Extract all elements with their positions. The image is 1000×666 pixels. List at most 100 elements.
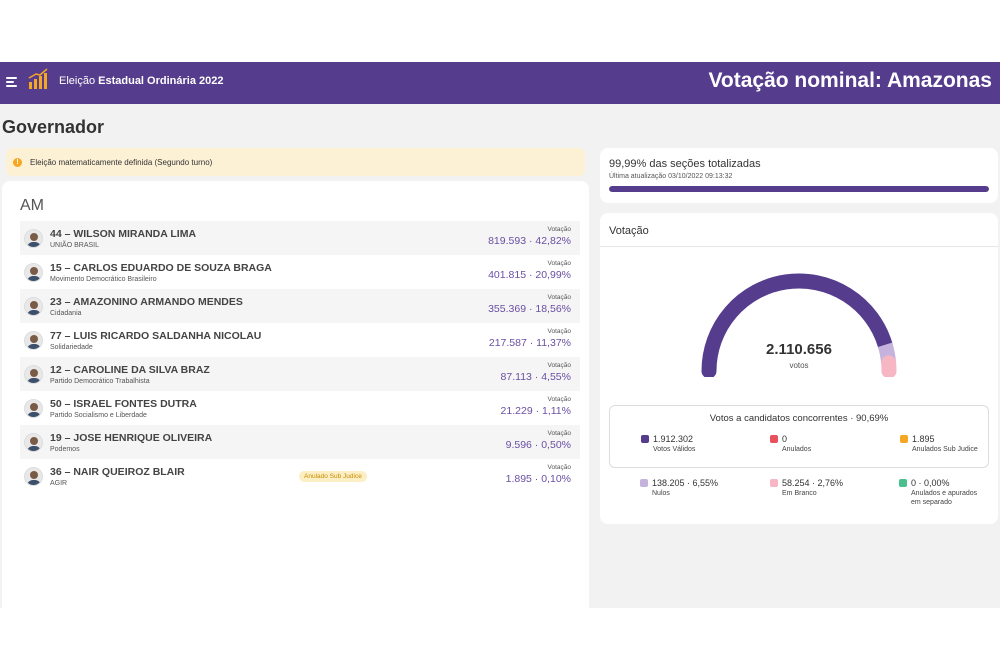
legend-item-validos: 1.912.302 Votos Válidos <box>641 434 695 454</box>
candidate-avatar <box>24 364 43 384</box>
vote-label: Votação <box>547 294 572 301</box>
gauge-arc-validos <box>701 273 893 377</box>
bar-chart-logo-icon <box>28 68 48 89</box>
legend-value: 138.205 · 6,55% <box>652 478 719 488</box>
vote-value: 1.895 · 0,10% <box>505 473 571 485</box>
candidate-avatar <box>24 398 43 418</box>
candidate-party: AGIR <box>50 479 68 487</box>
vote-label: Votação <box>547 362 572 369</box>
status-badge: Anulado Sub Judice <box>299 471 367 482</box>
candidate-avatar <box>24 262 43 282</box>
legend-label: Nulos <box>652 490 670 497</box>
vote-value: 87.113 · 4,55% <box>500 371 571 383</box>
legend-label: Anulados e apurados em separado <box>911 490 978 506</box>
legend-value: 58.254 · 2,76% <box>782 478 844 488</box>
total-votes-label: votos <box>789 361 809 370</box>
candidate-name: 50 – ISRAEL FONTES DUTRA <box>50 397 197 410</box>
legend-item-branco: 58.254 · 2,76% Em Branco <box>770 478 850 498</box>
info-icon: ! <box>13 157 22 167</box>
candidate-name: 77 – LUIS RICARDO SALDANHA NICOLAU <box>50 329 262 342</box>
candidate-row[interactable]: 44 – WILSON MIRANDA LIMA UNIÃO BRASIL Vot… <box>20 221 580 255</box>
vote-label: Votação <box>547 328 572 335</box>
vote-value: 21.229 · 1,11% <box>500 405 571 417</box>
candidate-row[interactable]: 15 – CARLOS EDUARDO DE SOUZA BRAGA Movime… <box>20 255 580 289</box>
alert-text: Eleição matematicamente definida (Segund… <box>30 157 213 167</box>
legend-value: 0 <box>782 434 788 444</box>
vote-value: 819.593 · 42,82% <box>488 235 571 247</box>
legend-value: 0 · 0,00% <box>911 478 950 488</box>
app-title: Eleição Estadual Ordinária 2022 <box>59 75 224 87</box>
divider <box>600 246 998 247</box>
candidate-avatar <box>24 296 43 316</box>
page-title: Votação nominal: Amazonas <box>708 69 992 92</box>
vote-gauge <box>701 273 897 377</box>
candidate-avatar <box>24 330 43 350</box>
candidate-party: Solidariedade <box>50 343 93 351</box>
legend-item-separado: 0 · 0,00% Anulados e apurados em separado <box>899 478 979 507</box>
candidate-row[interactable]: 23 – AMAZONINO ARMANDO MENDES Cidadania V… <box>20 289 580 323</box>
total-votes: 2.110.656 <box>766 341 832 358</box>
candidate-avatar <box>24 228 43 248</box>
legend-swatch <box>770 479 778 487</box>
legend-label: Anulados Sub Judice <box>912 446 978 453</box>
candidate-name: 36 – NAIR QUEIROZ BLAIR <box>50 465 185 478</box>
state-label: AM <box>20 197 44 214</box>
candidate-name: 23 – AMAZONINO ARMANDO MENDES <box>50 295 243 308</box>
candidate-list: 44 – WILSON MIRANDA LIMA UNIÃO BRASIL Vot… <box>20 221 580 493</box>
vote-value: 355.369 · 18,56% <box>488 303 571 315</box>
candidate-name: 19 – JOSE HENRIQUE OLIVEIRA <box>50 431 213 444</box>
candidate-avatar <box>24 466 43 486</box>
legend-item-anulados: 0 Anulados <box>770 434 811 454</box>
candidate-party: Partido Democrático Trabalhista <box>50 377 150 385</box>
legend-value: 1.912.302 <box>653 434 694 444</box>
vote-value: 9.596 · 0,50% <box>505 439 571 451</box>
legend-item-nulos: 138.205 · 6,55% Nulos <box>640 478 720 498</box>
progress-fill <box>609 186 989 192</box>
candidate-row[interactable]: 19 – JOSE HENRIQUE OLIVEIRA Podemos Votaç… <box>20 425 580 459</box>
concorrentes-box: Votos a candidatos concorrentes · 90,69%… <box>609 405 989 468</box>
legend-swatch <box>770 435 778 443</box>
app-frame: Eleição Estadual Ordinária 2022 Votação … <box>0 62 1000 608</box>
candidate-row[interactable]: 12 – CAROLINE DA SILVA BRAZ Partido Democ… <box>20 357 580 391</box>
section-title: Governador <box>2 117 105 137</box>
concorrentes-title: Votos a candidatos concorrentes · 90,69% <box>709 413 889 424</box>
candidate-row[interactable]: 77 – LUIS RICARDO SALDANHA NICOLAU Solida… <box>20 323 580 357</box>
vote-label: Votação <box>547 464 572 471</box>
progress-bar <box>609 186 989 192</box>
legend-value: 1.895 <box>912 434 935 444</box>
legend-swatch <box>900 435 908 443</box>
legend-swatch <box>641 435 649 443</box>
candidate-name: 44 – WILSON MIRANDA LIMA <box>50 227 197 240</box>
candidate-party: Movimento Democrático Brasileiro <box>50 275 157 283</box>
legend-item-sub-judice: 1.895 Anulados Sub Judice <box>900 434 980 454</box>
candidate-row[interactable]: 36 – NAIR QUEIROZ BLAIR AGIR Anulado Sub … <box>20 459 580 493</box>
vote-label: Votação <box>547 226 572 233</box>
votacao-title: Votação <box>609 225 649 237</box>
vote-value: 217.587 · 11,37% <box>488 337 571 349</box>
legend-swatch <box>899 479 907 487</box>
candidate-row[interactable]: 50 – ISRAEL FONTES DUTRA Partido Socialis… <box>20 391 580 425</box>
vote-label: Votação <box>547 430 572 437</box>
candidate-party: UNIÃO BRASIL <box>50 241 100 249</box>
legend-label: Votos Válidos <box>653 446 696 453</box>
votacao-card: Votação 2.110.656 votos Votos a candidat… <box>600 213 998 524</box>
candidate-name: 12 – CAROLINE DA SILVA BRAZ <box>50 363 210 376</box>
menu-icon[interactable] <box>6 77 17 87</box>
vote-label: Votação <box>547 396 572 403</box>
legend-swatch <box>640 479 648 487</box>
progress-subtitle: Última atualização 03/10/2022 09:13:32 <box>609 173 733 180</box>
vote-value: 401.815 · 20,99% <box>488 269 571 281</box>
candidate-name: 15 – CARLOS EDUARDO DE SOUZA BRAGA <box>50 261 272 274</box>
vote-label: Votação <box>547 260 572 267</box>
progress-card: 99,99% das seções totalizadas Última atu… <box>600 148 998 203</box>
candidate-party: Cidadania <box>50 309 82 317</box>
legend-label: Anulados <box>782 446 812 453</box>
legend-label: Em Branco <box>782 490 817 497</box>
candidate-party: Podemos <box>50 445 80 453</box>
candidate-avatar <box>24 432 43 452</box>
top-bar: Eleição Estadual Ordinária 2022 Votação … <box>0 62 1000 104</box>
progress-title: 99,99% das seções totalizadas <box>609 158 761 170</box>
alert-banner: ! Eleição matematicamente definida (Segu… <box>6 148 585 176</box>
results-card: AM 44 – WILSON MIRANDA LIMA UNIÃO BRASIL … <box>2 181 589 608</box>
candidate-party: Partido Socialismo e Liberdade <box>50 411 147 419</box>
